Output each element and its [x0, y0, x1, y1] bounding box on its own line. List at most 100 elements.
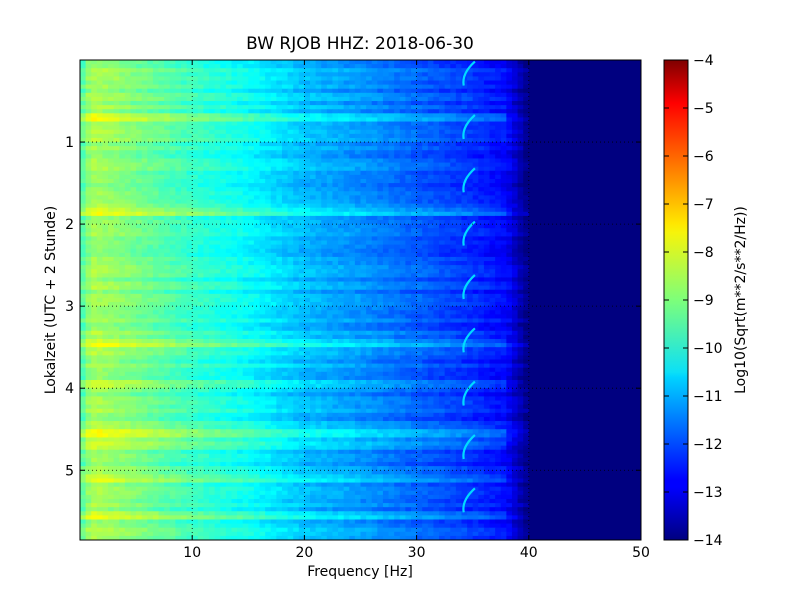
heatmap-cell [388, 133, 395, 139]
heatmap-cell [545, 228, 552, 233]
heatmap-cell [130, 142, 137, 147]
heatmap-cell [237, 158, 244, 164]
heatmap-cell [141, 137, 148, 143]
heatmap-cell [152, 68, 160, 73]
heatmap-cell [343, 101, 350, 106]
heatmap-cell [388, 240, 395, 246]
heatmap-cell [511, 68, 519, 73]
heatmap-cell [293, 129, 300, 135]
heatmap-cell [612, 240, 620, 246]
heatmap-cell [444, 170, 451, 176]
heatmap-cell [472, 187, 479, 192]
heatmap-cell [495, 162, 502, 168]
heatmap-cell [321, 113, 328, 119]
heatmap-cell [405, 96, 412, 102]
heatmap-cell [298, 142, 305, 147]
heatmap-cell [382, 224, 390, 229]
heatmap-cell [416, 72, 423, 78]
heatmap-cell [158, 105, 165, 110]
heatmap-cell [635, 113, 641, 119]
heatmap-cell [500, 207, 507, 213]
heatmap-cell [439, 146, 446, 151]
heatmap-cell [612, 252, 620, 258]
heatmap-cell [175, 80, 182, 86]
heatmap-cell [85, 207, 92, 213]
heatmap-cell [270, 92, 277, 98]
heatmap-cell [618, 133, 625, 139]
heatmap-cell [450, 146, 457, 151]
heatmap-cell [590, 199, 597, 205]
heatmap-cell [102, 220, 109, 225]
heatmap-cell [169, 96, 176, 102]
heatmap-cell [416, 129, 423, 135]
heatmap-cell [80, 137, 87, 143]
heatmap-cell [152, 113, 160, 119]
heatmap-cell [80, 84, 87, 90]
heatmap-cell [80, 191, 87, 196]
heatmap-cell [483, 166, 491, 172]
heatmap-cell [545, 244, 552, 250]
heatmap-cell [534, 60, 541, 65]
heatmap-cell [607, 146, 614, 151]
heatmap-cell [427, 256, 435, 262]
heatmap-cell [624, 72, 631, 78]
heatmap-cell [523, 88, 530, 94]
heatmap-cell [96, 76, 104, 82]
heatmap-cell [517, 203, 524, 209]
heatmap-cell [590, 96, 597, 102]
heatmap-cell [231, 105, 238, 110]
heatmap-cell [461, 224, 468, 229]
heatmap-cell [495, 207, 502, 213]
heatmap-cell [489, 207, 496, 213]
heatmap-cell [108, 113, 115, 119]
heatmap-cell [209, 191, 216, 196]
heatmap-cell [304, 113, 311, 119]
heatmap-cell [242, 174, 249, 180]
heatmap-cell [534, 113, 541, 119]
heatmap-cell [287, 137, 294, 143]
heatmap-cell [540, 60, 547, 65]
heatmap-cell [461, 240, 468, 246]
heatmap-cell [635, 236, 641, 242]
heatmap-cell [237, 228, 244, 233]
heatmap-cell [293, 207, 300, 213]
heatmap-cell [568, 252, 575, 258]
heatmap-cell [590, 117, 597, 123]
heatmap-cell [225, 174, 233, 180]
heatmap-cell [399, 88, 406, 94]
heatmap-cell [534, 261, 541, 266]
heatmap-cell [203, 174, 210, 180]
heatmap-cell [478, 96, 485, 102]
heatmap-cell [562, 117, 569, 123]
heatmap-cell [551, 96, 558, 102]
heatmap-cell [556, 224, 564, 229]
heatmap-cell [85, 96, 92, 102]
heatmap-cell [332, 244, 339, 250]
heatmap-cell [601, 88, 608, 94]
heatmap-cell [130, 84, 137, 90]
heatmap-cell [253, 203, 261, 209]
heatmap-cell [568, 88, 575, 94]
heatmap-cell [332, 76, 339, 82]
heatmap-cell [310, 240, 317, 246]
heatmap-cell [579, 137, 586, 143]
heatmap-cell [130, 178, 137, 184]
heatmap-cell [237, 203, 244, 209]
heatmap-cell [354, 129, 362, 135]
heatmap-cell [96, 220, 104, 225]
heatmap-cell [192, 240, 199, 246]
heatmap-cell [332, 211, 339, 217]
heatmap-cell [113, 261, 120, 266]
heatmap-cell [91, 195, 98, 201]
heatmap-cell [478, 224, 485, 229]
heatmap-cell [495, 117, 502, 123]
heatmap-cell [197, 228, 205, 233]
heatmap-cell [579, 248, 586, 254]
heatmap-cell [113, 92, 120, 98]
heatmap-cell [197, 215, 205, 221]
heatmap-cell [265, 125, 272, 131]
heatmap-cell [136, 109, 143, 114]
heatmap-cell [108, 150, 115, 155]
heatmap-cell [287, 174, 294, 180]
heatmap-cell [158, 248, 165, 254]
